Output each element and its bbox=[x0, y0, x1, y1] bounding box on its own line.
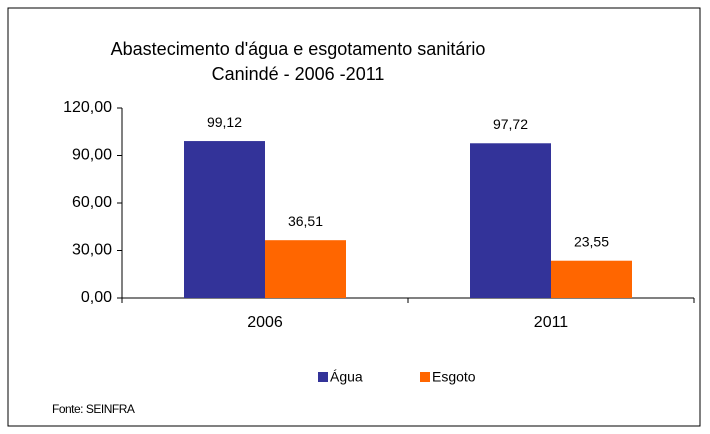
frame bbox=[7, 7, 701, 427]
y-tick-label: 30,00 bbox=[72, 242, 112, 259]
bar bbox=[551, 260, 632, 298]
y-tick-label: 120,00 bbox=[63, 99, 112, 116]
x-tick-label: 2006 bbox=[247, 314, 283, 331]
value-label: 99,12 bbox=[207, 114, 242, 130]
source-note: Fonte: SEINFRA bbox=[52, 402, 135, 416]
legend-label: Esgoto bbox=[432, 369, 476, 385]
bar bbox=[184, 141, 265, 298]
chart-subtitle: Canindé - 2006 -2011 bbox=[212, 64, 385, 84]
value-label: 36,51 bbox=[288, 213, 323, 229]
bar bbox=[470, 143, 551, 298]
legend-swatch bbox=[318, 372, 328, 382]
x-tick-label: 2011 bbox=[534, 314, 569, 331]
y-tick-label: 60,00 bbox=[72, 194, 112, 211]
value-label: 97,72 bbox=[493, 116, 528, 132]
bar bbox=[265, 240, 346, 298]
value-label: 23,55 bbox=[574, 233, 609, 249]
y-tick-label: 90,00 bbox=[72, 147, 112, 164]
legend-swatch bbox=[420, 372, 430, 382]
y-tick-label: 0,00 bbox=[81, 289, 112, 306]
chart-title: Abastecimento d'água e esgotamento sanit… bbox=[111, 39, 486, 59]
legend-label: Água bbox=[330, 369, 363, 385]
